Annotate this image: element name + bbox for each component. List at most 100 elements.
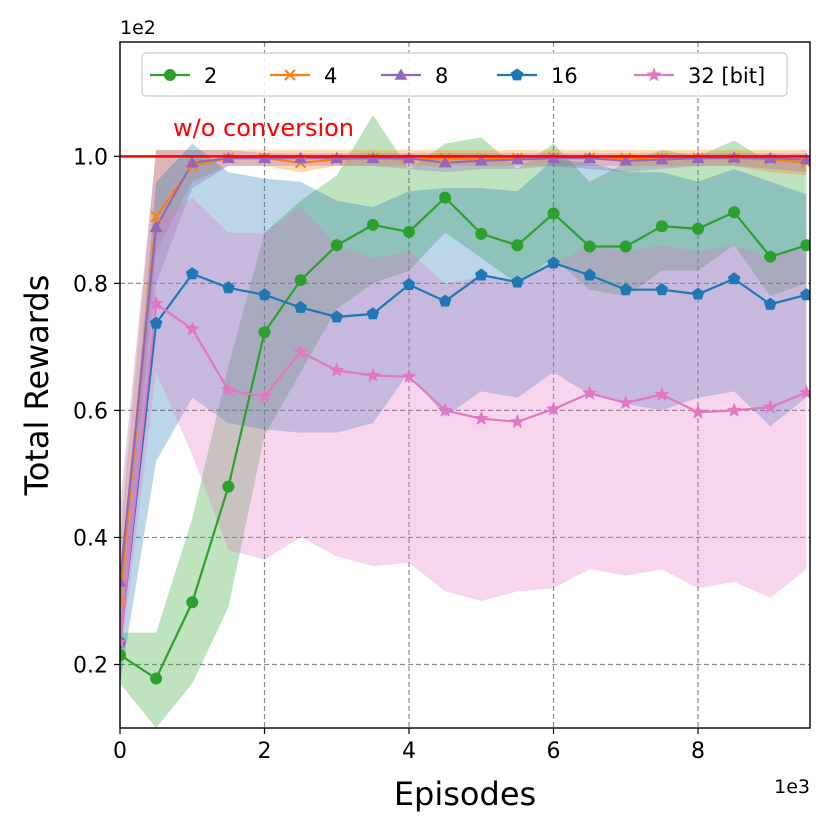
x-tick-label: 0 — [113, 739, 127, 764]
point-series-16 — [800, 288, 810, 301]
point-series-2 — [547, 207, 560, 220]
point-series-2 — [150, 672, 163, 685]
x-tick-label: 6 — [547, 739, 561, 764]
point-series-8 — [619, 154, 633, 166]
point-series-2 — [583, 240, 596, 253]
legend-marker-16 — [510, 68, 524, 81]
point-series-4 — [150, 210, 162, 223]
band-series-16 — [120, 143, 807, 684]
point-series-16 — [185, 267, 199, 280]
x-tick-label: 2 — [258, 739, 272, 764]
point-series-8 — [330, 151, 344, 163]
point-series-8 — [366, 151, 380, 163]
point-series-32bit — [184, 321, 200, 336]
point-series-8 — [474, 154, 488, 166]
point-series-2 — [258, 326, 271, 339]
point-series-32bit — [401, 368, 417, 384]
point-series-16 — [619, 283, 633, 296]
point-series-2 — [728, 206, 741, 219]
point-series-8 — [547, 151, 560, 163]
point-series-8 — [763, 151, 777, 163]
y-offset-label: 1e2 — [120, 17, 156, 39]
x-tick-label: 8 — [691, 739, 705, 764]
line-series-8 — [120, 156, 807, 583]
point-series-8 — [510, 152, 524, 165]
x-axis-ticks: 0 2 4 6 8 — [113, 728, 705, 764]
point-series-2 — [294, 274, 307, 287]
point-series-4 — [120, 595, 126, 607]
legend-marker-4 — [284, 69, 296, 81]
point-series-16 — [691, 287, 705, 300]
x-tick-label: 4 — [402, 739, 416, 764]
point-series-2 — [692, 222, 705, 235]
legend-marker-2 — [164, 69, 176, 81]
x-offset-label: 1e3 — [774, 776, 810, 798]
y-tick-label: 0.8 — [73, 272, 108, 297]
y-tick-label: 0.4 — [73, 526, 108, 551]
plot-frame — [119, 41, 811, 729]
legend-label-16: 16 — [551, 64, 578, 88]
point-series-32bit — [256, 388, 273, 403]
point-series-32bit — [437, 402, 453, 417]
point-series-2 — [800, 239, 810, 252]
point-series-32bit — [365, 367, 381, 382]
point-series-32bit — [798, 384, 810, 400]
point-series-16 — [366, 307, 380, 320]
y-tick-label: 0.6 — [73, 399, 108, 424]
point-series-2 — [186, 596, 199, 609]
confidence-bands — [120, 115, 807, 728]
point-series-2 — [439, 191, 452, 204]
point-series-8 — [120, 575, 127, 587]
point-series-16 — [222, 281, 235, 294]
y-tick-label: 0.2 — [73, 653, 108, 678]
point-series-8 — [149, 221, 163, 233]
point-series-32bit — [618, 394, 634, 410]
legend-marker-32bit — [646, 67, 662, 82]
point-series-2 — [475, 227, 488, 240]
series-lines — [120, 156, 807, 681]
point-series-32bit — [120, 634, 128, 649]
point-series-2 — [764, 250, 777, 263]
legend-marker-8 — [394, 68, 408, 80]
point-series-32bit — [509, 413, 525, 429]
point-series-16 — [438, 294, 452, 307]
line-series-16 — [120, 261, 807, 643]
point-series-8 — [655, 152, 669, 165]
point-series-16 — [727, 272, 741, 285]
line-series-2 — [120, 196, 807, 681]
point-series-16 — [511, 275, 524, 288]
point-series-2 — [366, 218, 379, 231]
point-series-16 — [149, 316, 163, 329]
legend-box — [141, 52, 788, 97]
point-series-2 — [330, 239, 343, 252]
point-series-16 — [402, 277, 416, 290]
point-series-2 — [655, 220, 668, 233]
point-series-16 — [330, 310, 344, 323]
point-series-32bit — [293, 344, 309, 359]
legend-label-4: 4 — [324, 64, 337, 88]
y-axis-label: Total Rewards — [18, 275, 56, 497]
series-markers — [120, 151, 810, 685]
point-series-8 — [402, 151, 416, 163]
line-series-32bit — [120, 301, 807, 643]
point-series-2 — [511, 239, 524, 252]
legend-label-32bit: 32 [bit] — [688, 64, 765, 88]
point-series-32bit — [762, 399, 778, 414]
point-series-8 — [258, 151, 271, 163]
point-series-2 — [619, 240, 632, 253]
point-series-2 — [222, 480, 235, 493]
band-series-2 — [120, 115, 807, 728]
legend-label-2: 2 — [204, 64, 217, 88]
legend: 2 4 8 16 32 [bit] — [141, 52, 788, 97]
point-series-32bit — [473, 410, 489, 426]
point-series-16 — [764, 297, 777, 310]
point-series-16 — [655, 283, 669, 296]
point-series-32bit — [148, 295, 164, 311]
y-tick-label: 1.0 — [73, 145, 108, 170]
point-series-8 — [438, 156, 452, 168]
point-series-32bit — [545, 401, 562, 416]
point-series-16 — [547, 256, 560, 269]
point-series-8 — [583, 151, 597, 163]
point-series-32bit — [329, 362, 345, 377]
